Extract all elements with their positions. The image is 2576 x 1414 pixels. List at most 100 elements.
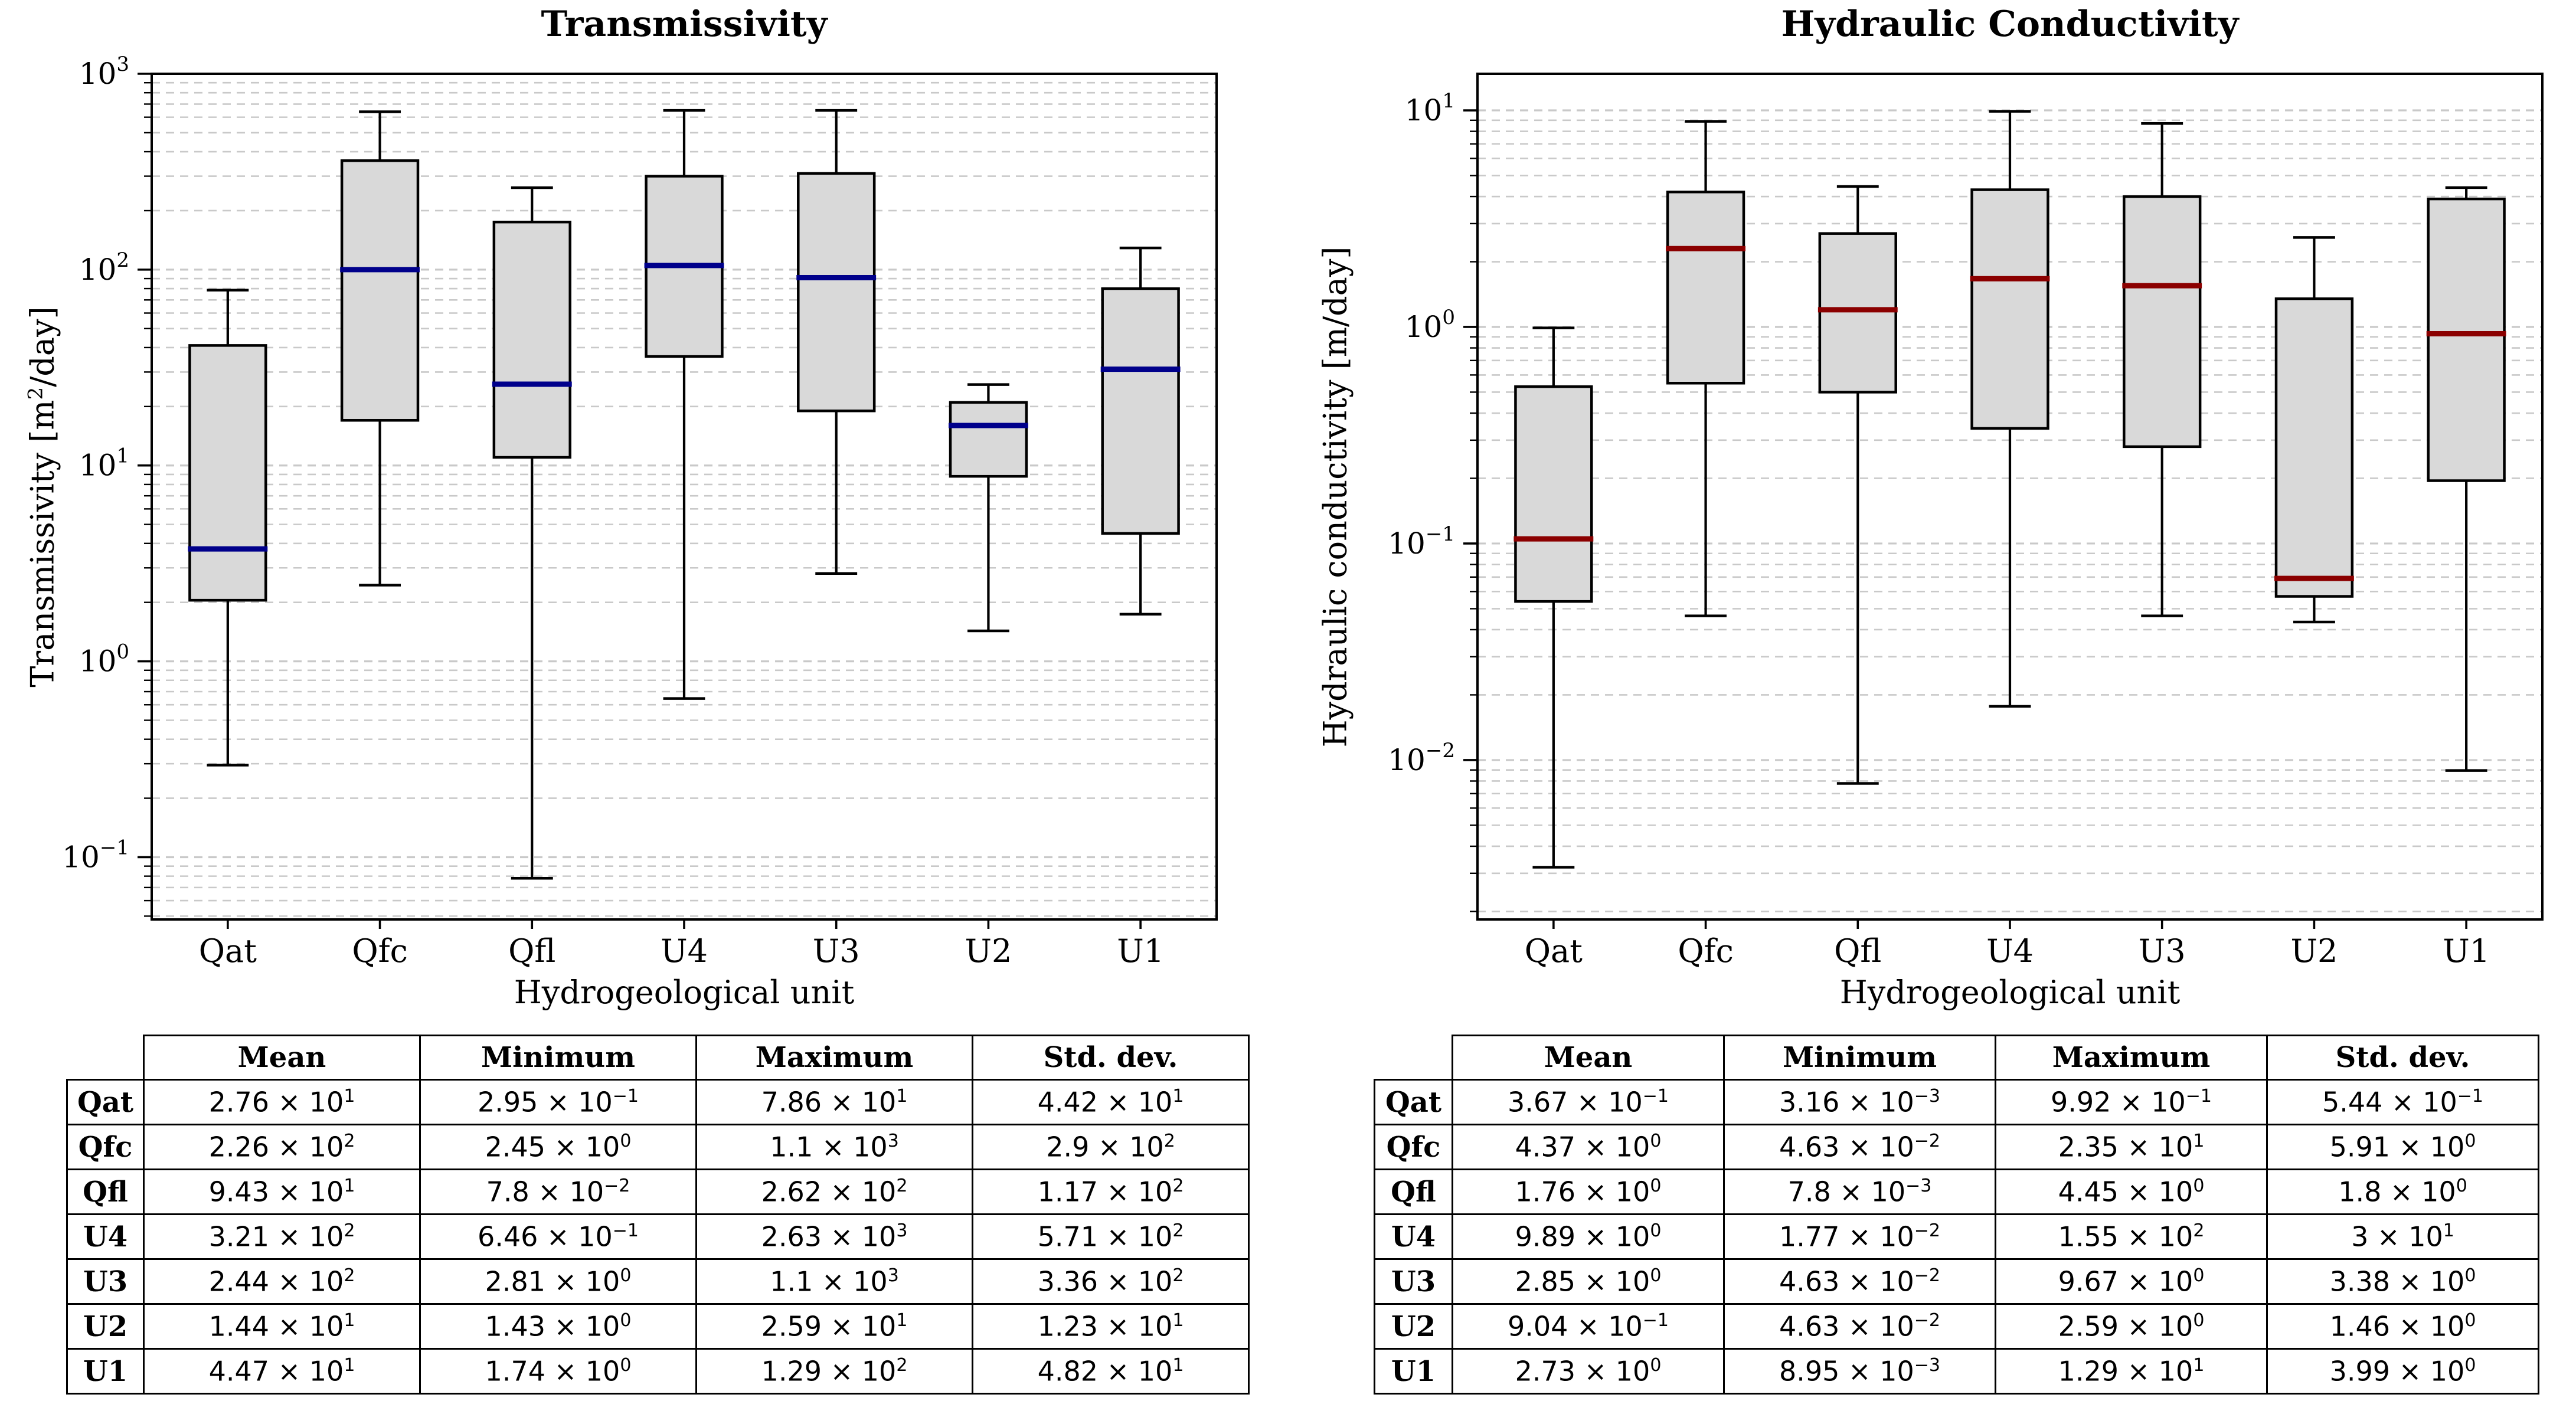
table-row: Qfc 2.26 × 102 2.45 × 100 1.1 × 103 2.9 × 10… bbox=[66, 1124, 1250, 1170]
stat-cell: 1.8 × 100 bbox=[2266, 1168, 2539, 1215]
y-tick-label: 101 bbox=[79, 444, 129, 483]
stat-cell: 9.92 × 10−1 bbox=[1995, 1079, 2268, 1125]
iqr-box bbox=[797, 172, 876, 413]
stat-cell: 2.85 × 100 bbox=[1452, 1258, 1725, 1305]
stat-cell: 7.8 × 10−3 bbox=[1723, 1168, 1996, 1215]
stat-cell: 9.43 × 101 bbox=[143, 1168, 421, 1215]
iqr-box bbox=[1514, 385, 1593, 603]
column-header: Minimum bbox=[419, 1035, 697, 1081]
stat-cell: 1.43 × 100 bbox=[419, 1303, 697, 1350]
stat-cell: 5.91 × 100 bbox=[2266, 1124, 2539, 1170]
y-tick-label: 10−1 bbox=[1388, 522, 1455, 561]
table-row: U4 3.21 × 102 6.46 × 10−1 2.63 × 103 5.71 × … bbox=[66, 1213, 1250, 1260]
stat-cell: 3.38 × 100 bbox=[2266, 1258, 2539, 1305]
box-Qfc bbox=[1666, 120, 1745, 617]
stat-cell: 8.95 × 10−3 bbox=[1723, 1348, 1996, 1395]
stat-cell: 9.89 × 100 bbox=[1452, 1213, 1725, 1260]
box-Qfc bbox=[340, 110, 420, 587]
x-axis-hydraulic-conductivity: Qat Qfc Qfl U4 U3 U2 U1 bbox=[1525, 919, 2490, 970]
y-tick-label: 100 bbox=[79, 640, 129, 679]
row-label: Qat bbox=[66, 1079, 145, 1125]
x-tick-label: U1 bbox=[2443, 932, 2490, 970]
stat-cell: 1.29 × 101 bbox=[1995, 1348, 2268, 1395]
row-label: U1 bbox=[66, 1348, 145, 1395]
axes-spines bbox=[151, 73, 1218, 921]
table-row: U3 2.85 × 100 4.63 × 10−2 9.67 × 100 3.38 × … bbox=[1374, 1258, 2539, 1305]
iqr-box bbox=[340, 159, 420, 422]
iqr-box bbox=[492, 220, 571, 459]
table-row: U1 4.47 × 101 1.74 × 100 1.29 × 102 4.82 × 1… bbox=[66, 1348, 1250, 1395]
x-tick-label: Qfc bbox=[352, 932, 408, 970]
x-axis-label-hydraulic-conductivity: Hydrogeological unit bbox=[1839, 974, 2181, 1011]
column-header: Maximum bbox=[695, 1035, 973, 1081]
y-tick-label: 103 bbox=[79, 53, 129, 91]
row-label: Qfl bbox=[1374, 1168, 1453, 1215]
corner-cell bbox=[67, 1036, 144, 1080]
stat-cell: 4.63 × 10−2 bbox=[1723, 1303, 1996, 1350]
stat-cell: 3.36 × 102 bbox=[972, 1258, 1250, 1305]
stat-cell: 4.42 × 101 bbox=[972, 1079, 1250, 1125]
stat-cell: 2.45 × 100 bbox=[419, 1124, 697, 1170]
stat-cell: 2.62 × 102 bbox=[695, 1168, 973, 1215]
stat-cell: 2.44 × 102 bbox=[143, 1258, 421, 1305]
iqr-box bbox=[2427, 197, 2506, 482]
stat-cell: 1.77 × 10−2 bbox=[1723, 1213, 1996, 1260]
column-header: Maximum bbox=[1995, 1035, 2268, 1081]
row-label: U3 bbox=[66, 1258, 145, 1305]
column-header: Std. dev. bbox=[2266, 1035, 2539, 1081]
stat-cell: 9.04 × 10−1 bbox=[1452, 1303, 1725, 1350]
stat-cell: 2.59 × 100 bbox=[1995, 1303, 2268, 1350]
column-header: Std. dev. bbox=[972, 1035, 1250, 1081]
stat-cell: 3.99 × 100 bbox=[2266, 1348, 2539, 1395]
row-label: U3 bbox=[1374, 1258, 1453, 1305]
x-tick-label: U2 bbox=[2290, 932, 2338, 970]
table-row: Qat 2.76 × 101 2.95 × 10−1 7.86 × 101 4.42 ×… bbox=[66, 1079, 1250, 1125]
stat-cell: 7.8 × 10−2 bbox=[419, 1168, 697, 1215]
table-row: Qat 3.67 × 10−1 3.16 × 10−3 9.92 × 10−1 5.44… bbox=[1374, 1079, 2539, 1125]
iqr-box bbox=[1666, 191, 1745, 385]
header-row: Mean Minimum Maximum Std. dev. bbox=[67, 1035, 1250, 1081]
table-row: U2 1.44 × 101 1.43 × 100 2.59 × 101 1.23 × 1… bbox=[66, 1303, 1250, 1350]
x-tick-label: Qat bbox=[1525, 932, 1583, 970]
stat-cell: 1.46 × 100 bbox=[2266, 1303, 2539, 1350]
table-row: U2 9.04 × 10−1 4.63 × 10−2 2.59 × 100 1.46 ×… bbox=[1374, 1303, 2539, 1350]
column-header: Mean bbox=[1452, 1035, 1725, 1081]
row-label: Qat bbox=[1374, 1079, 1453, 1125]
transmissivity-boxplot-svg: 103 102 101 100 10−1 Qat Qfc Qfl U4 U3 U2 U1 bbox=[62, 53, 1218, 970]
stat-cell: 3.21 × 102 bbox=[143, 1213, 421, 1260]
table-row: U1 2.73 × 100 8.95 × 10−3 1.29 × 101 3.99 × … bbox=[1374, 1348, 2539, 1395]
x-tick-label: U1 bbox=[1117, 932, 1164, 970]
table-row: U4 9.89 × 100 1.77 × 10−2 1.55 × 102 3 × 101 bbox=[1374, 1213, 2539, 1260]
stat-cell: 1.17 × 102 bbox=[972, 1168, 1250, 1215]
stat-cell: 2.9 × 102 bbox=[972, 1124, 1250, 1170]
row-label: U4 bbox=[66, 1213, 145, 1260]
stat-cell: 4.45 × 100 bbox=[1995, 1168, 2268, 1215]
stat-cell: 1.76 × 100 bbox=[1452, 1168, 1725, 1215]
stat-cell: 1.55 × 102 bbox=[1995, 1213, 2268, 1260]
iqr-box bbox=[1818, 232, 1897, 394]
stat-cell: 4.63 × 10−2 bbox=[1723, 1258, 1996, 1305]
box-Qfl bbox=[1817, 185, 1898, 785]
table-row: U3 2.44 × 102 2.81 × 100 1.1 × 103 3.36 × 10… bbox=[66, 1258, 1250, 1305]
x-tick-label: Qfl bbox=[1834, 932, 1881, 970]
stat-cell: 1.23 × 101 bbox=[972, 1303, 1250, 1350]
table-row: Qfl 9.43 × 101 7.8 × 10−2 2.62 × 102 1.17 × … bbox=[66, 1168, 1250, 1215]
iqr-box bbox=[2274, 297, 2354, 598]
header-row: Mean Minimum Maximum Std. dev. bbox=[1375, 1035, 2539, 1081]
box-U4 bbox=[1970, 110, 2050, 708]
stat-cell: 4.47 × 101 bbox=[143, 1348, 421, 1395]
box-U2 bbox=[949, 383, 1028, 633]
iqr-box bbox=[1101, 287, 1180, 535]
row-label: Qfc bbox=[66, 1124, 145, 1170]
stat-cell: 2.81 × 100 bbox=[419, 1258, 697, 1305]
stat-cell: 4.63 × 10−2 bbox=[1723, 1124, 1996, 1170]
x-tick-label: U3 bbox=[813, 932, 860, 970]
stat-cell: 3.16 × 10−3 bbox=[1723, 1079, 1996, 1125]
axes-spines bbox=[1476, 73, 2544, 921]
box-U4 bbox=[644, 109, 724, 700]
stat-cell: 1.29 × 102 bbox=[695, 1348, 973, 1395]
row-label: U2 bbox=[1374, 1303, 1453, 1350]
hydraulic-conductivity-boxplot-svg: 101 100 10−1 10−2 Qat Qfc Qfl U4 U3 U2 U1 bbox=[1388, 73, 2544, 970]
y-tick-label: 10−2 bbox=[1388, 739, 1455, 777]
